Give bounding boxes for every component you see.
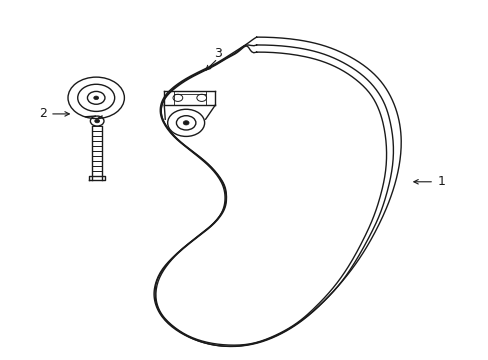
Circle shape <box>95 119 100 123</box>
Circle shape <box>183 121 189 125</box>
Text: 2: 2 <box>39 107 46 120</box>
Text: 1: 1 <box>437 175 445 188</box>
Circle shape <box>94 96 99 100</box>
Text: 3: 3 <box>213 47 221 60</box>
